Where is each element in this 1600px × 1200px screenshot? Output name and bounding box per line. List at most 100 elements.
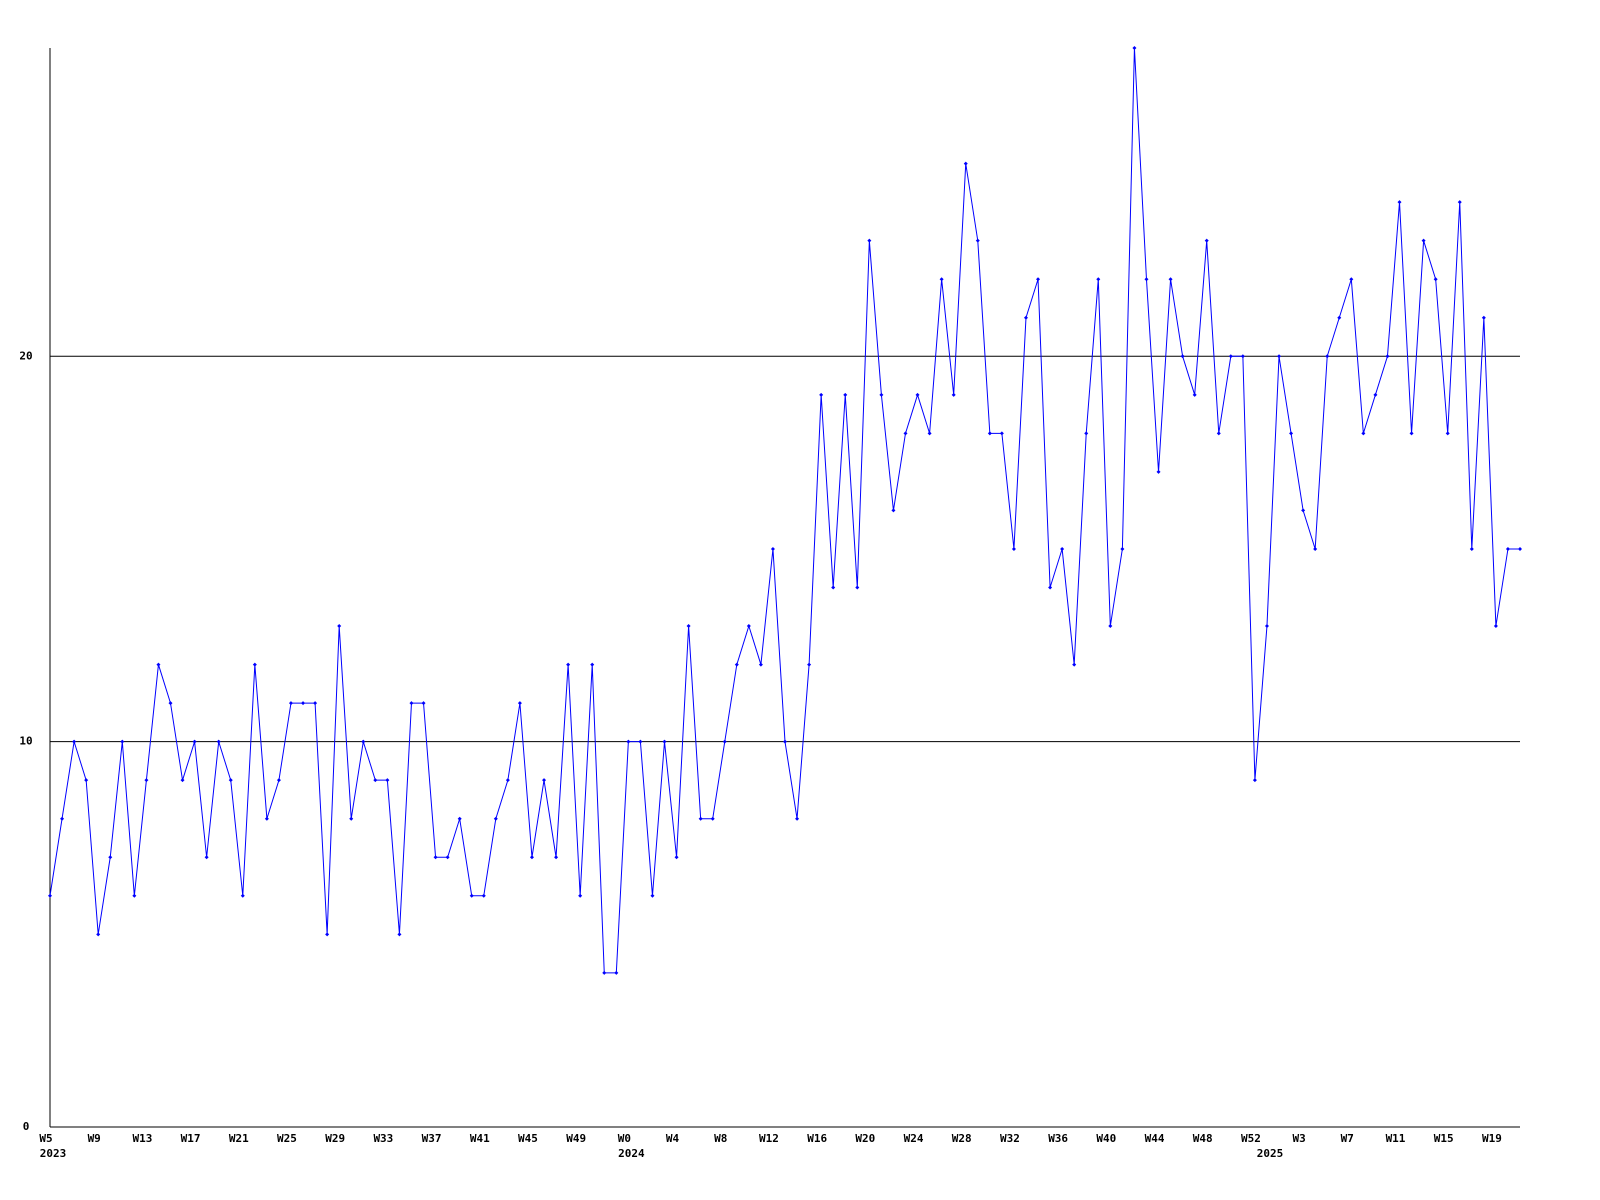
x-tick-label: W45 (518, 1132, 538, 1145)
data-point (529, 855, 534, 860)
data-point (288, 701, 293, 706)
data-point (1204, 238, 1209, 243)
data-point (457, 816, 462, 821)
data-point (1264, 624, 1269, 629)
data-point (542, 778, 547, 783)
y-tick-label: 10 (19, 735, 32, 748)
data-point (325, 932, 330, 937)
data-point (192, 739, 197, 744)
data-point (1132, 46, 1137, 50)
data-point (1048, 585, 1053, 590)
data-point (445, 855, 450, 860)
x-tick-label: W4 (666, 1132, 680, 1145)
data-point (168, 701, 173, 706)
data-point (746, 624, 751, 629)
data-point (1216, 431, 1221, 436)
data-point (903, 431, 908, 436)
data-point (879, 392, 884, 397)
data-point (481, 893, 486, 898)
x-tick-label: W40 (1096, 1132, 1116, 1145)
data-point (1144, 277, 1149, 282)
data-point (819, 392, 824, 397)
data-point (1108, 624, 1113, 629)
x-tick-label: W9 (88, 1132, 101, 1145)
x-tick-label: W12 (759, 1132, 779, 1145)
data-point (1385, 354, 1390, 359)
data-point (554, 855, 559, 860)
data-point (722, 739, 727, 744)
data-point (1518, 546, 1522, 551)
data-point (433, 855, 438, 860)
y-tick-label: 0 (23, 1120, 30, 1133)
data-point (313, 701, 318, 706)
data-point (1084, 431, 1089, 436)
data-point (397, 932, 402, 937)
x-tick-label: W19 (1482, 1132, 1502, 1145)
x-tick-label: W13 (132, 1132, 152, 1145)
data-point (156, 662, 161, 667)
data-point (204, 855, 209, 860)
y-tick-label: 20 (19, 349, 32, 362)
data-point (72, 739, 77, 744)
x-tick-label: W44 (1145, 1132, 1165, 1145)
data-point (1373, 392, 1378, 397)
data-point (1397, 200, 1402, 205)
data-point (650, 893, 655, 898)
data-point (795, 816, 800, 821)
data-point (1409, 431, 1414, 436)
x-tick-label: W25 (277, 1132, 297, 1145)
data-point (987, 431, 992, 436)
data-point (1457, 200, 1462, 205)
data-point (686, 624, 691, 629)
data-point (1301, 508, 1306, 513)
data-point (951, 392, 956, 397)
data-point (144, 778, 149, 783)
data-point (1252, 778, 1257, 783)
x-tick-label: W32 (1000, 1132, 1020, 1145)
year-label: 2023 (40, 1147, 67, 1160)
data-point (337, 624, 342, 629)
x-tick-label: W52 (1241, 1132, 1261, 1145)
x-tick-label: W33 (373, 1132, 393, 1145)
data-point (1445, 431, 1450, 436)
data-point (1036, 277, 1041, 282)
data-point (373, 778, 378, 783)
data-point (120, 739, 125, 744)
year-label: 2025 (1257, 1147, 1284, 1160)
x-tick-label: W49 (566, 1132, 586, 1145)
data-point (626, 739, 631, 744)
data-point (1505, 546, 1510, 551)
data-point (855, 585, 860, 590)
data-point (240, 893, 245, 898)
x-tick-label: W0 (618, 1132, 631, 1145)
x-tick-label: W5 (39, 1132, 52, 1145)
x-tick-label: W21 (229, 1132, 249, 1145)
data-point (421, 701, 426, 706)
data-point (1481, 315, 1486, 320)
data-point (180, 778, 185, 783)
data-point (1096, 277, 1101, 282)
data-point (915, 392, 920, 397)
data-point (770, 546, 775, 551)
data-point (999, 431, 1004, 436)
data-point (578, 893, 583, 898)
data-point (48, 893, 52, 898)
data-point (674, 855, 679, 860)
data-point (1493, 624, 1498, 629)
data-point (566, 662, 571, 667)
data-point (1023, 315, 1028, 320)
data-point (963, 161, 968, 166)
data-point (96, 932, 101, 937)
data-point (349, 816, 354, 821)
data-point (1469, 546, 1474, 551)
data-point (493, 816, 498, 821)
data-point (132, 893, 137, 898)
data-point (843, 392, 848, 397)
data-point (1072, 662, 1077, 667)
data-point (264, 816, 269, 821)
data-point (60, 816, 65, 821)
data-point (1277, 354, 1282, 359)
data-point (614, 970, 619, 975)
x-tick-label: W36 (1048, 1132, 1068, 1145)
